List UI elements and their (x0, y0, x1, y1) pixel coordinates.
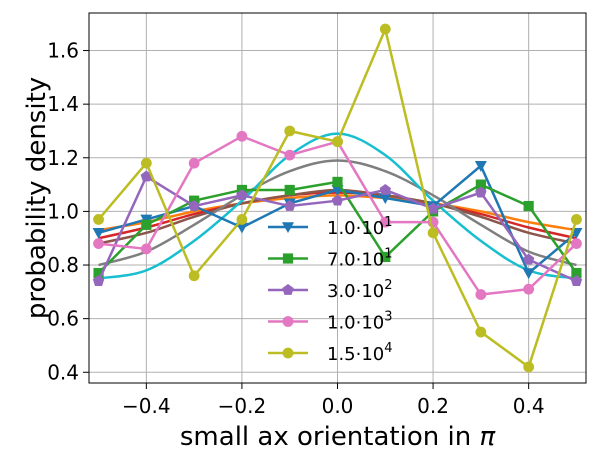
x-tick-label: 0.4 (513, 394, 545, 418)
legend-entry: 3.0·102 (268, 278, 393, 302)
pentagon-marker (522, 253, 535, 265)
x-axis-label: small ax orientation in π (180, 422, 496, 452)
circle-marker (236, 214, 248, 225)
square-marker (523, 200, 534, 212)
circle-marker (379, 216, 391, 228)
triangle-down-marker (92, 228, 105, 239)
pentagon-marker (140, 170, 153, 182)
square-marker (332, 176, 343, 188)
circle-marker (332, 136, 343, 148)
pentagon-marker (570, 275, 583, 286)
y-tick-label: 0.8 (47, 253, 79, 277)
legend-label: 1.5·104 (327, 341, 393, 365)
square-marker (380, 251, 391, 263)
legend-label: 3.0·102 (327, 278, 393, 302)
circle-marker (93, 214, 104, 225)
legend-exponent: 3 (384, 310, 392, 325)
series (93, 23, 582, 373)
y-tick-label: 1.2 (47, 146, 79, 170)
triangle-down-marker (379, 193, 392, 204)
square-marker (282, 253, 294, 264)
axis-ticks: −0.4 −0.2 0.0 0.2 0.4 0.4 0.6 0.8 1.0 1.2 1.4 1.6 (47, 39, 544, 418)
data-series (92, 23, 583, 373)
circle-marker (282, 316, 294, 327)
x-tick-label: −0.4 (122, 394, 171, 418)
pentagon-marker (188, 200, 200, 211)
pentagon-marker (427, 202, 439, 214)
legend-label: 1.0·101 (327, 215, 393, 239)
circle-marker (284, 125, 296, 137)
circle-marker (188, 270, 200, 282)
legend-label: 7.0·101 (327, 247, 393, 271)
series (92, 170, 583, 286)
legend-exponent: 1 (384, 247, 392, 262)
legend: 1.0·101 7.0·101 3.0·102 1.0·103 1.5·104 (268, 215, 393, 365)
y-tick-label: 1.0 (47, 199, 79, 223)
circle-marker (523, 361, 535, 373)
y-axis-label: probability density (22, 77, 52, 319)
legend-entry: 1.0·103 (268, 310, 393, 334)
circle-marker (284, 149, 296, 161)
circle-marker (475, 326, 487, 338)
triangle-down-marker (522, 268, 535, 280)
y-tick-label: 0.6 (47, 307, 79, 331)
x-tick-label: 0.0 (322, 394, 354, 418)
legend-label: 1.0·103 (327, 310, 393, 334)
y-tick-label: 1.6 (47, 39, 79, 63)
grid (89, 13, 586, 383)
pentagon-marker (331, 194, 344, 206)
legend-exponent: 1 (384, 215, 392, 230)
square-marker (571, 267, 582, 279)
pentagon-marker (236, 189, 248, 201)
circle-marker (379, 23, 391, 35)
circle-marker (523, 283, 535, 295)
triangle-down-marker (282, 222, 294, 233)
circle-marker (571, 214, 582, 225)
circle-marker (427, 227, 439, 239)
pentagon-marker (282, 284, 294, 295)
y-tick-label: 1.4 (47, 92, 79, 116)
circle-marker (140, 243, 152, 255)
circle-marker (140, 157, 152, 169)
fit-curve (98, 159, 577, 267)
triangle-down-marker (235, 222, 248, 234)
pentagon-marker (92, 275, 105, 286)
pentagon-marker (379, 183, 391, 195)
legend-exponent: 4 (384, 341, 392, 356)
circle-marker (282, 347, 294, 359)
legend-exponent: 2 (384, 278, 392, 293)
circle-marker (93, 238, 104, 249)
x-tick-label: 0.2 (417, 394, 449, 418)
circle-marker (475, 289, 487, 300)
circle-marker (571, 238, 582, 249)
circle-marker (188, 157, 200, 169)
y-tick-label: 0.4 (47, 360, 79, 384)
circle-marker (236, 130, 248, 142)
legend-entry: 1.5·104 (268, 341, 393, 365)
square-marker (93, 267, 104, 279)
x-tick-label: −0.2 (218, 394, 267, 418)
pentagon-marker (475, 186, 487, 198)
triangle-down-marker (474, 161, 487, 172)
series (92, 161, 583, 280)
legend-entry: 1.0·101 (268, 215, 393, 239)
legend-entry: 7.0·101 (268, 247, 393, 271)
square-marker (141, 219, 152, 230)
square-marker (475, 179, 486, 190)
pi-symbol: π (479, 422, 495, 452)
square-marker (284, 184, 295, 196)
pentagon-marker (284, 200, 296, 211)
